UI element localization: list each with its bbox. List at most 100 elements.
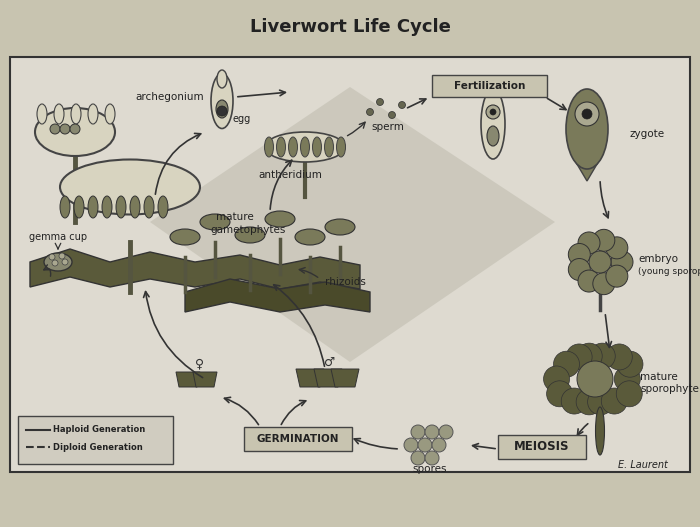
Ellipse shape (337, 137, 346, 157)
Ellipse shape (481, 89, 505, 159)
Text: rhizoids: rhizoids (325, 277, 365, 287)
Circle shape (617, 351, 643, 377)
Ellipse shape (74, 196, 84, 218)
Ellipse shape (295, 229, 325, 245)
Circle shape (582, 109, 592, 119)
Circle shape (60, 124, 70, 134)
Text: MEIOSIS: MEIOSIS (514, 441, 570, 454)
Circle shape (561, 388, 587, 414)
Polygon shape (150, 87, 555, 362)
Ellipse shape (216, 100, 228, 118)
Polygon shape (296, 369, 324, 387)
Text: gametophytes: gametophytes (210, 225, 286, 235)
Ellipse shape (130, 196, 140, 218)
Circle shape (589, 343, 615, 369)
Polygon shape (30, 249, 360, 289)
Circle shape (616, 381, 643, 407)
Text: ♀: ♀ (195, 357, 204, 370)
Ellipse shape (116, 196, 126, 218)
Circle shape (606, 344, 632, 370)
Polygon shape (185, 279, 370, 312)
Ellipse shape (235, 227, 265, 243)
Circle shape (418, 438, 432, 452)
Circle shape (587, 389, 614, 415)
Text: (young sporophyte): (young sporophyte) (638, 268, 700, 277)
Circle shape (50, 124, 60, 134)
Ellipse shape (276, 137, 286, 157)
Text: mature: mature (216, 212, 254, 222)
Circle shape (593, 229, 615, 251)
Text: embryo: embryo (638, 254, 678, 264)
Circle shape (568, 243, 590, 266)
Circle shape (544, 366, 570, 392)
Circle shape (49, 254, 55, 260)
Ellipse shape (265, 211, 295, 227)
Ellipse shape (44, 253, 72, 271)
Ellipse shape (88, 196, 98, 218)
Circle shape (52, 260, 58, 266)
Ellipse shape (88, 104, 98, 124)
Ellipse shape (102, 196, 112, 218)
Bar (244, 427, 352, 451)
Circle shape (547, 381, 573, 407)
Circle shape (593, 272, 615, 295)
Circle shape (566, 344, 592, 370)
Circle shape (601, 388, 627, 414)
Ellipse shape (566, 89, 608, 169)
Ellipse shape (60, 196, 70, 218)
Text: gemma cup: gemma cup (29, 232, 87, 242)
Circle shape (432, 438, 446, 452)
Ellipse shape (35, 108, 115, 156)
Text: spores: spores (413, 464, 447, 474)
Ellipse shape (265, 137, 274, 157)
Ellipse shape (37, 104, 47, 124)
Text: ♂: ♂ (324, 356, 335, 368)
Circle shape (606, 237, 628, 259)
Ellipse shape (144, 196, 154, 218)
Circle shape (554, 351, 580, 377)
Text: E. Laurent: E. Laurent (618, 460, 668, 470)
Circle shape (439, 425, 453, 439)
Circle shape (411, 425, 425, 439)
Ellipse shape (312, 137, 321, 157)
Circle shape (611, 251, 633, 273)
Text: mature: mature (640, 372, 678, 382)
Circle shape (62, 259, 68, 265)
Polygon shape (176, 372, 200, 387)
Circle shape (576, 389, 602, 415)
Ellipse shape (211, 73, 233, 129)
Circle shape (578, 232, 600, 254)
Circle shape (404, 438, 418, 452)
Text: Fertilization: Fertilization (454, 81, 526, 91)
Text: Diploid Generation: Diploid Generation (53, 443, 143, 452)
Text: Liverwort Life Cycle: Liverwort Life Cycle (250, 18, 450, 36)
Circle shape (575, 102, 599, 126)
Polygon shape (193, 372, 217, 387)
Polygon shape (571, 154, 603, 181)
Ellipse shape (288, 137, 298, 157)
Circle shape (576, 343, 602, 369)
Circle shape (486, 105, 500, 119)
Circle shape (425, 451, 439, 465)
Circle shape (411, 451, 425, 465)
Ellipse shape (170, 229, 200, 245)
Ellipse shape (265, 132, 345, 162)
Circle shape (615, 366, 640, 392)
Ellipse shape (487, 126, 499, 146)
Bar (432, 75, 547, 97)
Circle shape (606, 265, 628, 287)
Text: sperm: sperm (372, 122, 405, 132)
Ellipse shape (300, 137, 309, 157)
Circle shape (425, 425, 439, 439)
Text: sporophyte: sporophyte (640, 384, 699, 394)
Text: GERMINATION: GERMINATION (257, 434, 340, 444)
Bar (18, 416, 173, 464)
Ellipse shape (596, 407, 605, 455)
Text: zygote: zygote (630, 129, 665, 139)
Circle shape (367, 109, 374, 115)
Circle shape (578, 270, 600, 292)
Bar (10, 57, 690, 472)
Circle shape (70, 124, 80, 134)
Ellipse shape (325, 137, 333, 157)
Text: egg: egg (233, 114, 251, 124)
